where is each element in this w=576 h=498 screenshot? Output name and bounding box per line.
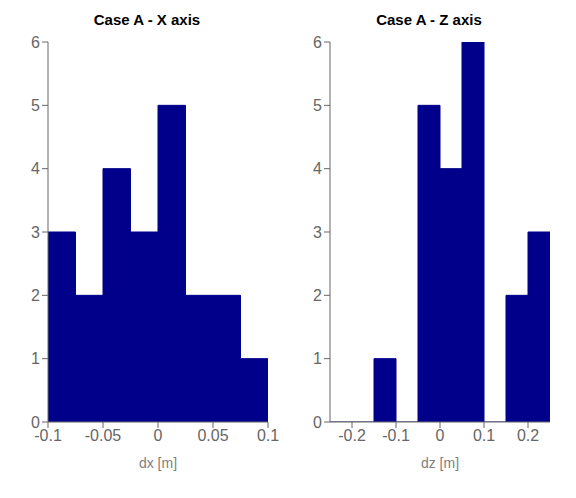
svg-text:0.1: 0.1 (473, 427, 495, 444)
svg-text:6: 6 (313, 34, 322, 51)
html-text:Case A - X axis: Case A - X axis (93, 11, 201, 28)
svg-text:0.2: 0.2 (517, 427, 539, 444)
svg-text:1: 1 (31, 350, 40, 367)
svg-text:dz [m]: dz [m] (421, 455, 459, 471)
svg-text:-0.1: -0.1 (34, 427, 62, 445)
svg-text:1: 1 (313, 350, 322, 367)
svg-text:5: 5 (31, 97, 40, 114)
svg-text:4: 4 (31, 160, 40, 177)
svg-text:0: 0 (313, 414, 322, 431)
svg-text:6: 6 (31, 34, 40, 51)
svg-text:-0.1: -0.1 (382, 427, 410, 444)
svg-text:dx [m]: dx [m] (139, 455, 177, 471)
html-text:Case A - Z axis: Case A - Z axis (376, 11, 482, 28)
svg-text:3: 3 (31, 224, 40, 241)
svg-text:-0.05: -0.05 (85, 427, 122, 444)
svg-text:0: 0 (436, 427, 445, 444)
svg-text:5: 5 (313, 97, 322, 114)
svg-text:0: 0 (154, 427, 163, 444)
svg-text:2: 2 (313, 287, 322, 304)
svg-text:0: 0 (31, 414, 40, 431)
svg-text:3: 3 (313, 224, 322, 241)
svg-text:0.1: 0.1 (257, 427, 279, 444)
svg-text:2: 2 (31, 287, 40, 304)
svg-text:-0.2: -0.2 (338, 427, 366, 444)
svg-text:4: 4 (313, 160, 322, 177)
svg-text:0.05: 0.05 (197, 427, 228, 444)
